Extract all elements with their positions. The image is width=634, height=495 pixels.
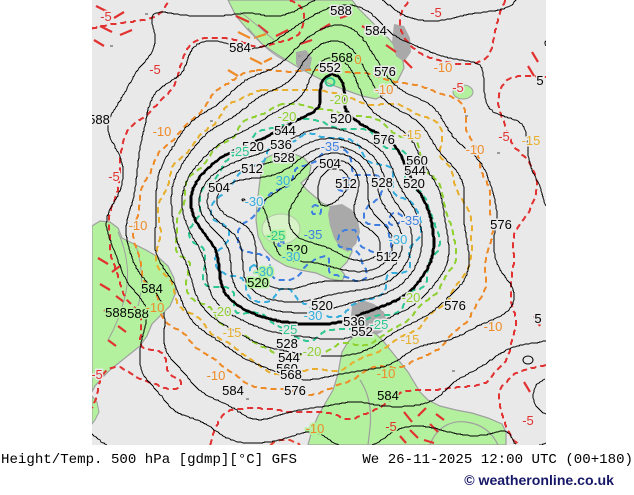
- svg-text:-10: -10: [207, 368, 226, 383]
- svg-text:-35: -35: [321, 139, 340, 154]
- svg-text:584: 584: [141, 281, 163, 296]
- svg-text:528: 528: [276, 336, 298, 351]
- svg-text:30: 30: [276, 173, 290, 188]
- svg-text:-10: -10: [129, 218, 148, 233]
- svg-text:568: 568: [331, 50, 353, 65]
- svg-text:-25: -25: [267, 228, 286, 243]
- svg-text:584: 584: [222, 383, 244, 398]
- svg-text:584: 584: [365, 23, 387, 38]
- svg-text:-10: -10: [146, 300, 165, 315]
- svg-text:520: 520: [242, 139, 264, 154]
- svg-text:576: 576: [374, 64, 396, 79]
- svg-text:512: 512: [241, 161, 263, 176]
- svg-text:528: 528: [273, 150, 295, 165]
- svg-text:512: 512: [335, 176, 357, 191]
- svg-text:544: 544: [274, 123, 296, 138]
- svg-text:504: 504: [319, 156, 341, 171]
- svg-text:584: 584: [229, 40, 251, 55]
- svg-text:-25: -25: [279, 322, 298, 337]
- svg-text:-10: -10: [484, 319, 503, 334]
- svg-text:520: 520: [247, 275, 269, 290]
- svg-text:560: 560: [406, 153, 428, 168]
- svg-text:-10: -10: [377, 366, 396, 381]
- svg-text:576: 576: [444, 298, 466, 313]
- svg-text:5: 5: [536, 73, 543, 88]
- svg-text:We 26-11-2025 12:00 UTC (00+18: We 26-11-2025 12:00 UTC (00+180): [362, 452, 633, 468]
- svg-text:588: 588: [330, 3, 352, 18]
- svg-text:576: 576: [284, 383, 306, 398]
- svg-text:552: 552: [319, 60, 341, 75]
- svg-text:-5: -5: [522, 413, 534, 428]
- svg-text:-5: -5: [149, 62, 161, 77]
- svg-text:-25: -25: [370, 317, 389, 332]
- svg-text:520: 520: [403, 176, 425, 191]
- svg-text:520: 520: [330, 111, 352, 126]
- svg-text:584: 584: [377, 388, 399, 403]
- svg-text:-10: -10: [375, 82, 394, 97]
- svg-text:588: 588: [88, 112, 110, 127]
- svg-text:-30: -30: [245, 194, 264, 209]
- svg-text:528: 528: [371, 175, 393, 190]
- svg-text:-15: -15: [401, 332, 420, 347]
- svg-text:-30: -30: [255, 264, 274, 279]
- svg-text:-30: -30: [304, 308, 323, 323]
- svg-text:-25: -25: [231, 144, 250, 159]
- svg-text:-20: -20: [278, 109, 297, 124]
- svg-text:Height/Temp. 500 hPa [gdmp][°C: Height/Temp. 500 hPa [gdmp][°C] GFS: [1, 452, 297, 468]
- svg-text:-10: -10: [306, 421, 325, 436]
- svg-text:-20: -20: [213, 304, 232, 319]
- svg-text:-15: -15: [223, 325, 242, 340]
- svg-text:-30: -30: [389, 232, 408, 247]
- svg-text:520: 520: [286, 242, 308, 257]
- svg-text:-15: -15: [403, 127, 422, 142]
- svg-text:544: 544: [278, 350, 300, 365]
- svg-text:-30: -30: [282, 249, 301, 264]
- svg-text:504: 504: [208, 180, 230, 195]
- svg-text:-5: -5: [108, 169, 120, 184]
- svg-text:-10: -10: [434, 60, 453, 75]
- svg-text:-5: -5: [100, 9, 112, 24]
- svg-text:© weatheronline.co.uk: © weatheronline.co.uk: [464, 472, 614, 488]
- svg-text:-5: -5: [430, 5, 442, 20]
- svg-text:-35: -35: [401, 213, 420, 228]
- svg-text:0: 0: [354, 52, 361, 67]
- svg-text:-15: -15: [522, 133, 541, 148]
- svg-text:-20: -20: [303, 344, 322, 359]
- svg-text:512: 512: [376, 249, 398, 264]
- svg-text:568: 568: [280, 367, 302, 382]
- svg-text:560: 560: [276, 361, 298, 376]
- svg-text:-10: -10: [466, 142, 485, 157]
- svg-text:520: 520: [311, 298, 333, 313]
- svg-text:588: 588: [127, 306, 149, 321]
- svg-text:-20: -20: [402, 290, 421, 305]
- svg-text:-5: -5: [498, 129, 510, 144]
- svg-text:576: 576: [490, 217, 512, 232]
- svg-text:588: 588: [105, 305, 127, 320]
- svg-text:-20: -20: [330, 92, 349, 107]
- svg-text:-35: -35: [304, 227, 323, 242]
- svg-text:-10: -10: [153, 124, 172, 139]
- svg-text:576: 576: [373, 132, 395, 147]
- svg-text:-5: -5: [385, 419, 397, 434]
- svg-text:-5: -5: [91, 367, 103, 382]
- svg-text:-5: -5: [452, 80, 464, 95]
- svg-text:5: 5: [534, 311, 541, 326]
- svg-text:544: 544: [404, 163, 426, 178]
- svg-text:536: 536: [270, 137, 292, 152]
- svg-text:552: 552: [351, 324, 373, 339]
- svg-text:536: 536: [343, 314, 365, 329]
